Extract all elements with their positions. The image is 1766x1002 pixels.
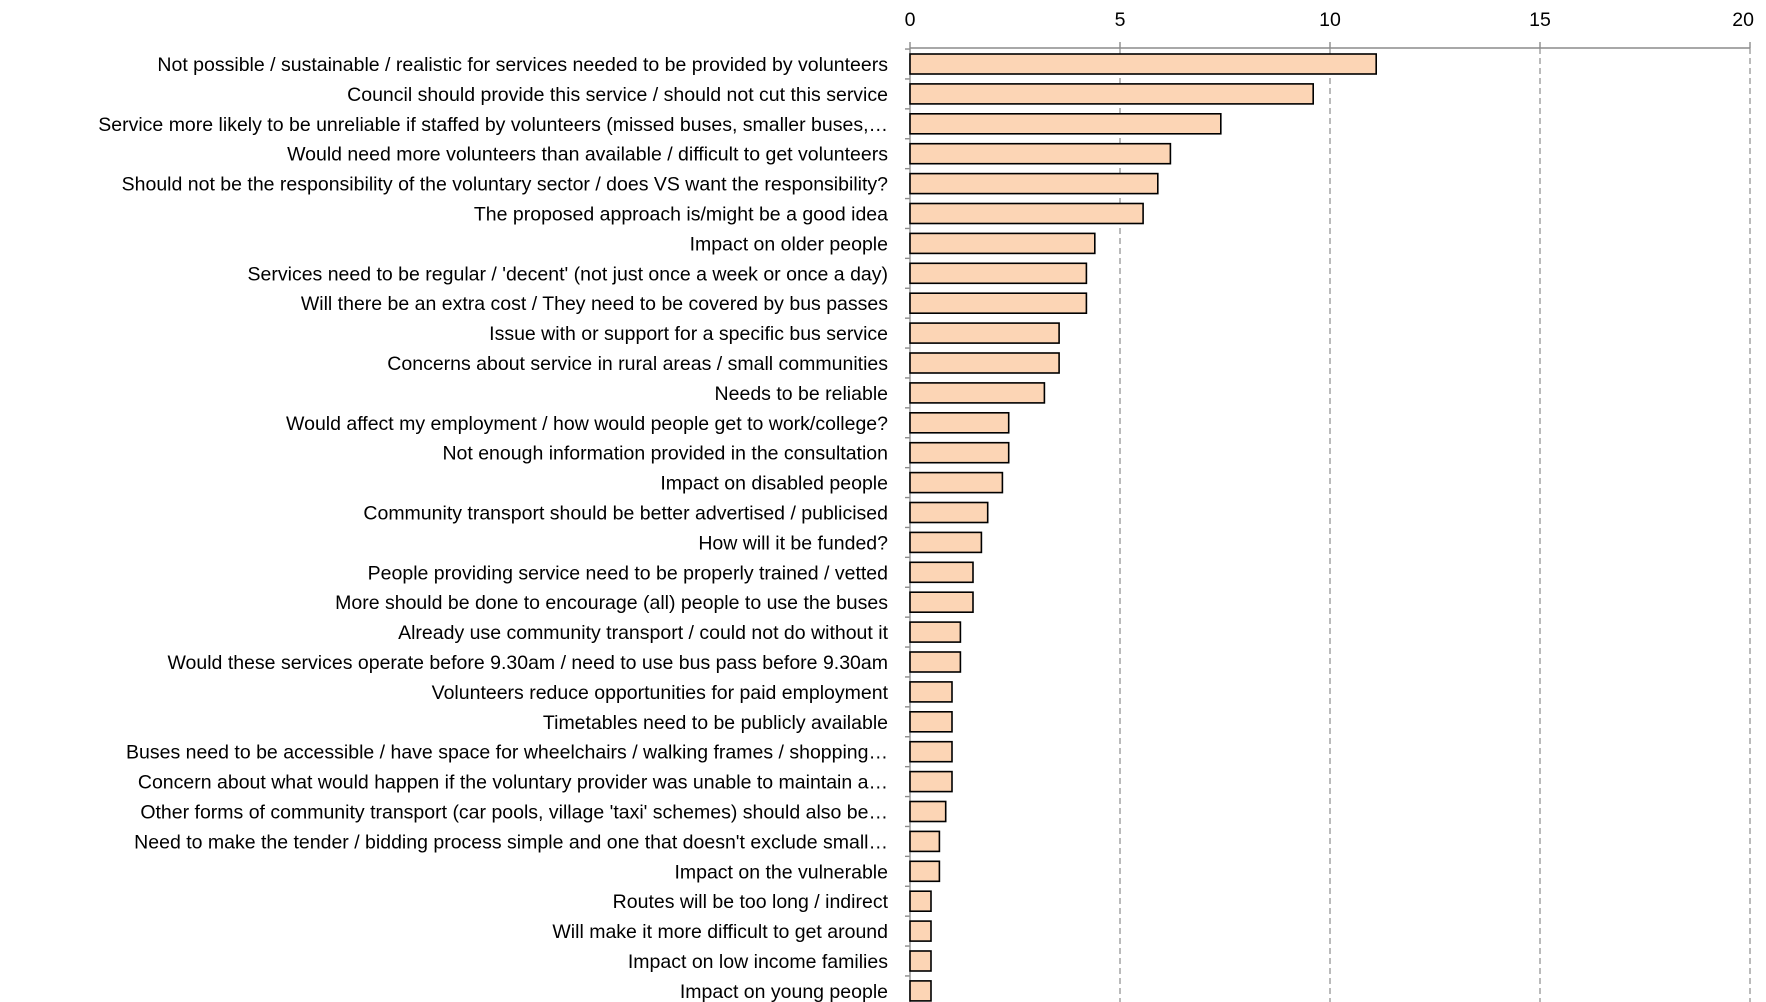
category-label: More should be done to encourage (all) p…: [335, 592, 888, 614]
category-label: Not enough information provided in the c…: [442, 443, 888, 465]
bar: [909, 142, 1172, 165]
category-label: Council should provide this service / sh…: [347, 84, 888, 106]
x-tick-label: 0: [905, 9, 916, 31]
category-label: Already use community transport / could …: [398, 622, 888, 644]
bar: [909, 980, 932, 1002]
bar: [909, 352, 1060, 374]
bars: [909, 53, 1378, 1002]
category-label: Service more likely to be unreliable if …: [98, 114, 888, 136]
bar: [909, 860, 941, 883]
bar: [909, 800, 947, 823]
bar: [909, 830, 941, 853]
bar: [909, 501, 989, 524]
category-label: Would affect my employment / how would p…: [286, 413, 888, 435]
bar: [909, 113, 1222, 135]
bar: [909, 322, 1060, 344]
bar: [909, 621, 962, 643]
category-label: Services need to be regular / 'decent' (…: [248, 263, 888, 285]
x-tick-label: 5: [1115, 9, 1126, 31]
category-label: Should not be the responsibility of the …: [122, 174, 889, 196]
category-label: Will make it more difficult to get aroun…: [552, 921, 888, 943]
bar: [909, 591, 974, 614]
category-label: Impact on young people: [680, 981, 888, 1002]
category-label: Impact on older people: [690, 233, 888, 255]
category-label: Buses need to be accessible / have space…: [126, 742, 888, 764]
bar: [909, 651, 962, 673]
bar: [909, 920, 932, 942]
category-label: Impact on low income families: [628, 951, 888, 973]
category-label: Routes will be too long / indirect: [613, 891, 889, 913]
bar: [909, 890, 932, 913]
bar: [909, 950, 932, 972]
bar: [909, 531, 983, 554]
bar: [909, 382, 1046, 404]
bar: [909, 292, 1088, 315]
category-label: Not possible / sustainable / realistic f…: [157, 54, 888, 76]
bar: [909, 471, 1004, 494]
category-label: Concerns about service in rural areas / …: [387, 353, 888, 375]
category-label: Other forms of community transport (car …: [140, 802, 888, 824]
bar: [909, 770, 953, 793]
category-label: The proposed approach is/might be a good…: [474, 204, 888, 226]
bar: [909, 411, 1010, 434]
category-label: Concern about what would happen if the v…: [138, 772, 888, 794]
bar: [909, 561, 974, 584]
category-label: Community transport should be better adv…: [363, 503, 888, 525]
bar: [909, 262, 1088, 285]
bar: [909, 710, 953, 733]
category-label: Will there be an extra cost / They need …: [301, 293, 888, 315]
category-label: Issue with or support for a specific bus…: [489, 323, 888, 345]
category-label: Impact on disabled people: [660, 473, 888, 495]
bar: [909, 172, 1159, 195]
bar: [909, 202, 1144, 225]
category-label: How will it be funded?: [698, 532, 888, 554]
category-label: Needs to be reliable: [715, 383, 888, 405]
x-tick-label: 15: [1529, 9, 1551, 31]
category-label: Need to make the tender / bidding proces…: [134, 831, 888, 853]
category-label: Impact on the vulnerable: [674, 861, 888, 883]
bar: [909, 681, 953, 703]
category-label: Timetables need to be publicly available: [543, 712, 888, 734]
bar: [909, 441, 1010, 464]
category-label: Would need more volunteers than availabl…: [287, 144, 888, 166]
x-tick-label: 10: [1319, 9, 1341, 31]
category-label: Volunteers reduce opportunities for paid…: [432, 682, 889, 704]
bar: [909, 83, 1315, 105]
gridlines: [1119, 48, 1751, 1002]
bar: [909, 53, 1378, 75]
bar: [909, 740, 953, 763]
category-label: People providing service need to be prop…: [368, 562, 888, 584]
category-labels: Not possible / sustainable / realistic f…: [98, 54, 888, 1002]
x-tick-label: 20: [1732, 9, 1754, 31]
bar: [909, 232, 1096, 255]
category-label: Would these services operate before 9.30…: [167, 652, 888, 674]
